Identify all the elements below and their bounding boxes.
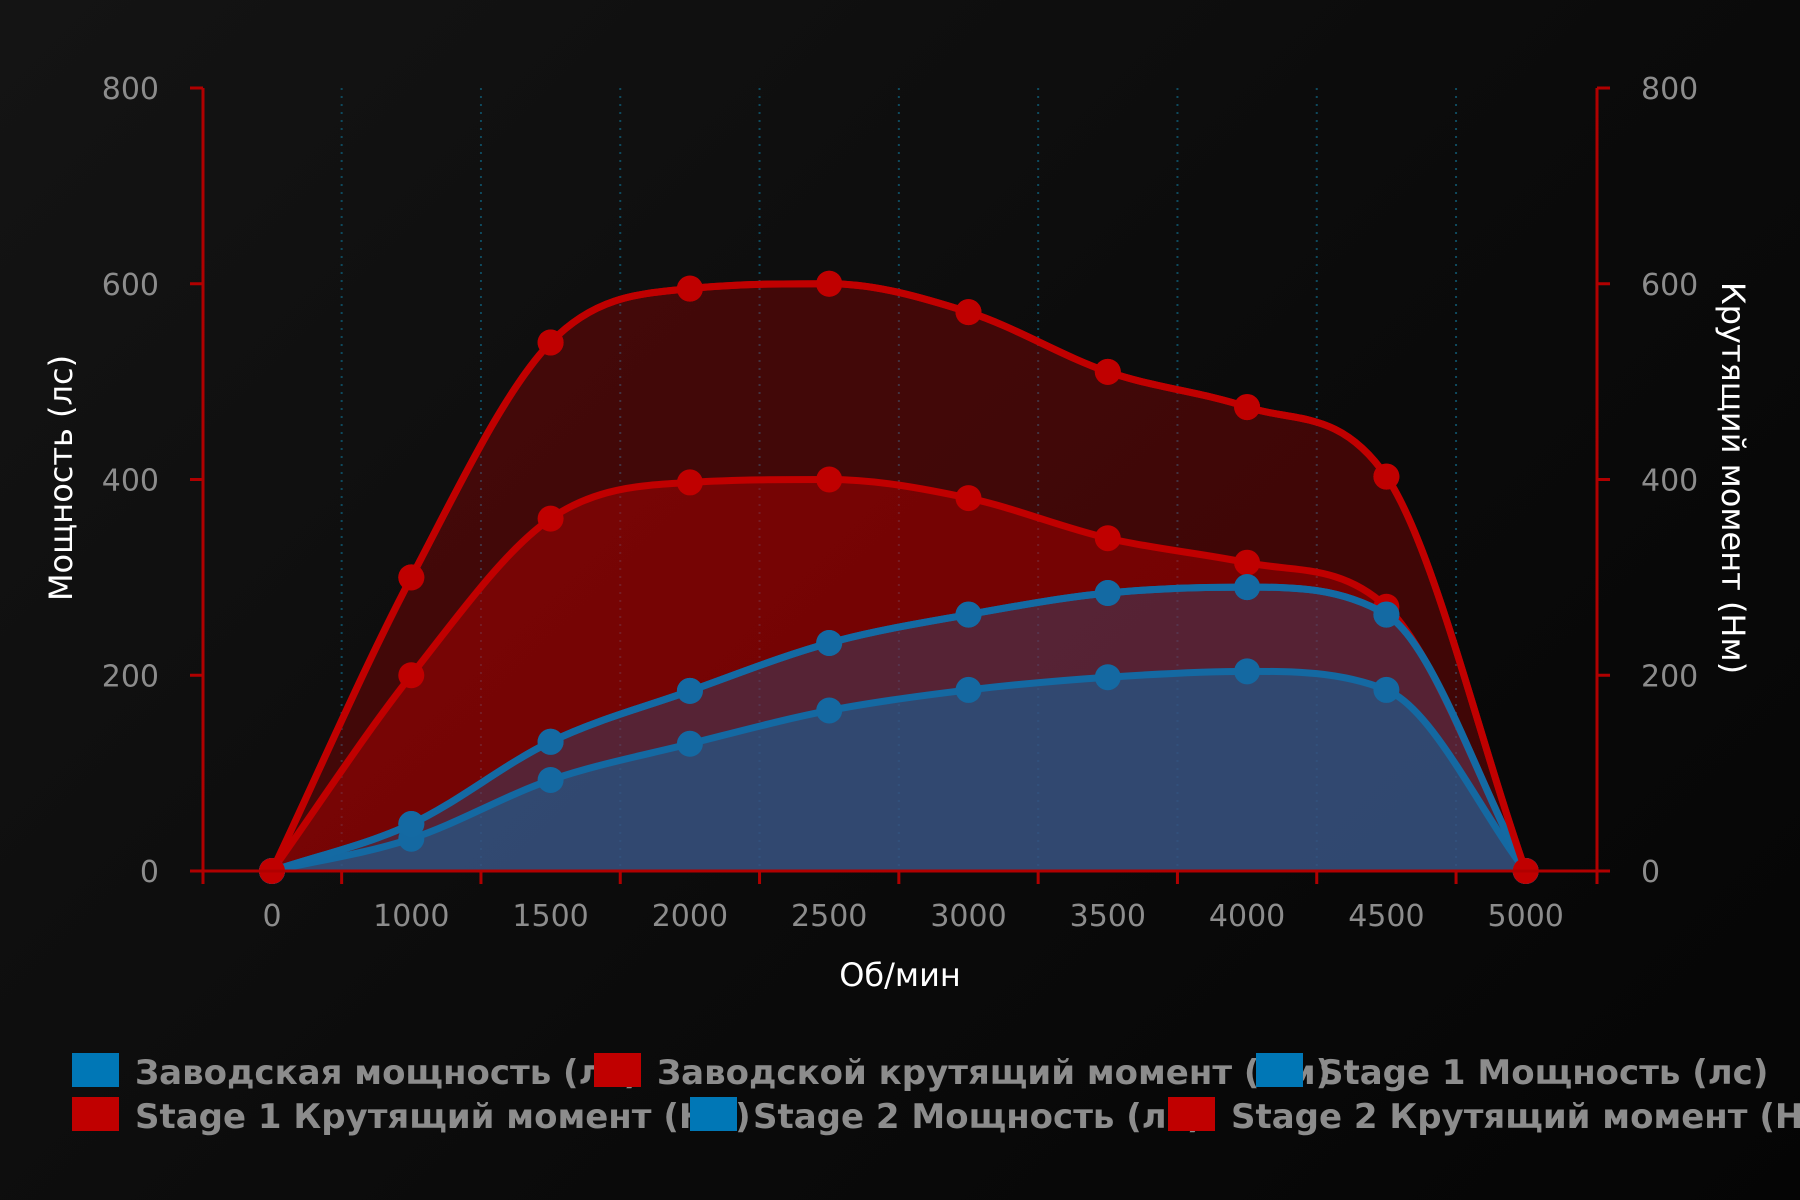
series-area [272,283,1526,871]
y-axis-title-right: Крутящий момент (Нм) [1714,282,1752,674]
series-0 [259,658,1539,884]
x-tick-label: 0 [262,899,281,934]
data-point [537,728,564,755]
series-area [272,671,1526,871]
data-point [1373,676,1400,703]
data-point [1234,658,1261,685]
series-line [268,476,1530,875]
y-axis-title-left: Мощность (лс) [42,355,80,601]
y-tick-label-right: 800 [1641,72,1698,107]
x-tick-label: 3500 [1070,899,1146,934]
y-tick-label-left: 0 [140,855,159,890]
data-point [816,466,843,493]
x-tick-label: 3000 [930,899,1006,934]
legend-label: Stage 2 Мощность (лс) [753,1097,1202,1137]
y-tick-label-left: 800 [102,72,159,107]
series-line [268,667,1530,875]
series-area [272,587,1526,871]
data-point [1094,358,1121,385]
legend-swatch [72,1097,119,1131]
x-tick-label: 2000 [652,899,728,934]
data-point [676,677,703,704]
data-point [1234,549,1261,576]
legend-label: Заводская мощность (лс) [135,1053,639,1093]
data-point [955,676,982,703]
y-tick-label-left: 200 [102,659,159,694]
legend-label: Stage 2 Крутящий момент (Нм) [1231,1097,1800,1137]
legend-swatch [1256,1053,1303,1087]
data-point [398,662,425,689]
data-point [955,601,982,628]
y-tick-label-right: 600 [1641,268,1698,303]
data-point [1373,463,1400,490]
data-point [955,485,982,512]
data-point [816,270,843,297]
data-point [676,469,703,496]
y-tick-label-right: 200 [1641,659,1698,694]
data-point [537,329,564,356]
x-tick-label: 4500 [1348,899,1424,934]
data-point [1234,574,1261,601]
data-point [398,811,425,838]
data-point [676,730,703,757]
series-line [268,583,1530,875]
data-point [1094,664,1121,691]
x-tick-label: 4000 [1209,899,1285,934]
data-point [676,275,703,302]
data-point [537,505,564,532]
legend: Заводская мощность (лс) Заводской крутящи… [72,1053,1800,1137]
legend-label: Stage 1 Мощность (лс) [1319,1053,1768,1093]
data-point [1094,580,1121,607]
legend-label: Stage 1 Крутящий момент (Нм) [135,1097,751,1137]
x-tick-label: 5000 [1488,899,1564,934]
data-point [816,697,843,724]
x-axis-title: Об/мин [839,956,961,994]
data-point [1234,394,1261,421]
x-tick-label: 1500 [512,899,588,934]
data-point [816,629,843,656]
y-tick-label-left: 600 [102,268,159,303]
legend-label: Заводской крутящий момент (Нм) [657,1053,1331,1093]
series-5 [259,270,1539,884]
series-layer [259,270,1539,884]
legend-swatch [72,1053,119,1087]
data-point [1373,601,1400,628]
series-area [272,587,1526,871]
x-tick-label: 1000 [373,899,449,934]
y-tick-label-left: 400 [102,464,159,499]
data-point [1094,525,1121,552]
data-point [398,564,425,591]
y-tick-label-right: 0 [1641,855,1660,890]
series-line [268,280,1530,875]
y-tick-label-right: 400 [1641,464,1698,499]
data-point [537,766,564,793]
legend-swatch [594,1053,641,1087]
axes: 0 200 400 600 800 0 200 400 600 800 0 1000 1500 2000 2… [42,72,1752,994]
x-tick-label: 2500 [791,899,867,934]
legend-swatch [1168,1097,1215,1131]
legend-swatch [690,1097,737,1131]
data-point [955,299,982,326]
